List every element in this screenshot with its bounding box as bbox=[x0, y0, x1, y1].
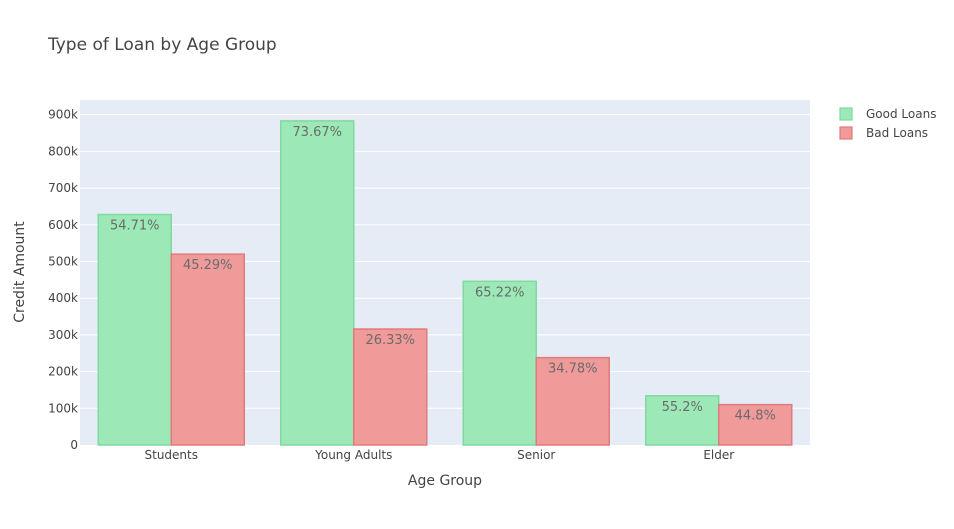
legend-label[interactable]: Bad Loans bbox=[866, 126, 928, 140]
bar-bad-loans bbox=[170, 253, 245, 446]
bar-good-loans bbox=[97, 213, 172, 446]
bar-data-label: 34.78% bbox=[548, 362, 598, 377]
y-axis: 0 100k 200k 300k 400k 500k 600k 700k 800k 900k bbox=[48, 108, 78, 452]
y-tick-label: 400k bbox=[48, 291, 78, 305]
bar-data-label: 55.2% bbox=[662, 400, 703, 415]
legend: Good Loans Bad Loans bbox=[839, 107, 936, 140]
y-tick-label: 0 bbox=[70, 438, 78, 452]
x-tick-label: Elder bbox=[703, 448, 734, 462]
y-tick-label: 200k bbox=[48, 365, 78, 379]
x-axis: Students Young Adults Senior Elder bbox=[145, 448, 735, 462]
y-tick-label: 500k bbox=[48, 254, 78, 268]
legend-swatch bbox=[839, 126, 853, 140]
bar-data-label: 44.8% bbox=[735, 409, 776, 424]
y-tick-label: 700k bbox=[48, 181, 78, 195]
bar-data-label: 26.33% bbox=[365, 333, 415, 348]
bar-data-label: 65.22% bbox=[475, 285, 525, 300]
x-tick-label: Senior bbox=[517, 448, 555, 462]
y-tick-label: 800k bbox=[48, 144, 78, 158]
x-tick-label: Young Adults bbox=[314, 448, 392, 462]
bar-good-loans bbox=[645, 395, 720, 446]
bars bbox=[97, 120, 793, 446]
y-tick-label: 900k bbox=[48, 108, 78, 122]
legend-label[interactable]: Good Loans bbox=[866, 107, 936, 121]
chart-title: Type of Loan by Age Group bbox=[47, 35, 277, 55]
y-tick-label: 300k bbox=[48, 328, 78, 342]
y-tick-label: 600k bbox=[48, 218, 78, 232]
bar-bad-loans bbox=[535, 356, 610, 446]
x-axis-title: Age Group bbox=[408, 473, 482, 489]
bar-bad-loans bbox=[718, 403, 793, 446]
bar-bad-loans bbox=[353, 328, 428, 446]
bar-data-label: 54.71% bbox=[110, 219, 160, 234]
bar-data-label: 73.67% bbox=[292, 125, 342, 140]
bar-labels: 54.71% 45.29% 73.67% 26.33% 65.22% 34.78% 55.2… bbox=[110, 125, 776, 424]
y-axis-title: Credit Amount bbox=[12, 221, 28, 323]
bar-data-label: 45.29% bbox=[183, 258, 233, 273]
legend-swatch bbox=[839, 107, 853, 121]
x-tick-label: Students bbox=[145, 448, 199, 462]
bar-good-loans bbox=[462, 280, 537, 446]
bar-good-loans bbox=[280, 120, 355, 446]
y-tick-label: 100k bbox=[48, 401, 78, 415]
